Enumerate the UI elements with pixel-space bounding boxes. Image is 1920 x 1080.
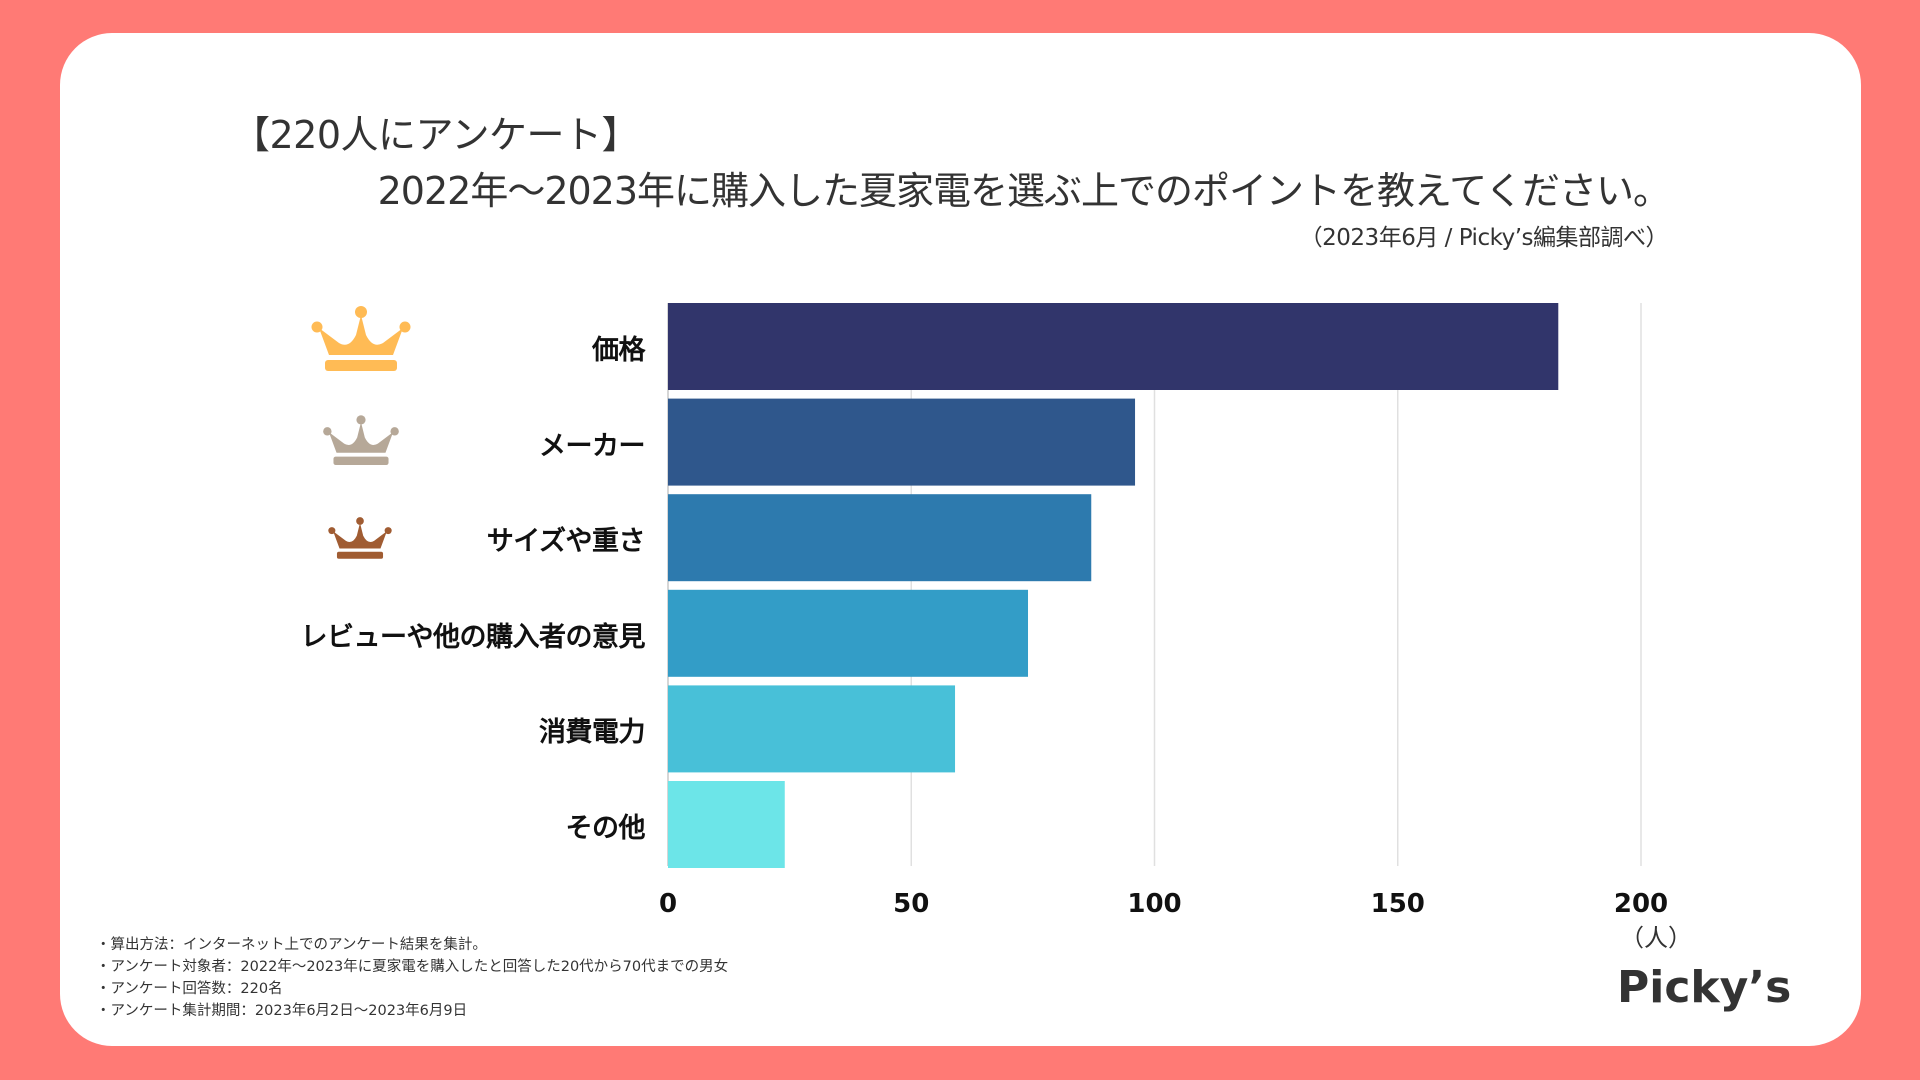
x-tick-label: 100 [1127,889,1181,919]
x-tick-label: 0 [659,889,677,919]
note-target: ・アンケート対象者：2022年～2023年に夏家電を購入したと回答した20代から… [96,959,729,975]
survey-notes: ・算出方法：インターネット上でのアンケート結果を集計。 ・アンケート対象者：20… [96,934,728,1022]
gold-crown-shape [319,315,403,355]
survey-title: 【220人にアンケート】 [232,113,640,157]
x-tick-label: 50 [893,889,929,919]
pickys-logo: Picky’s [1617,962,1792,1013]
bronze-crown-icon [328,517,392,559]
note-period: ・アンケート集計期間：2023年6月2日～2023年6月9日 [96,1003,468,1019]
bar [668,398,1136,486]
source-subtitle: （2023年6月 / Picky’s編集部調べ） [1299,225,1669,251]
category-label: レビューや他の購入者の意見 [300,622,646,653]
bar [668,303,1559,390]
category-label: サイズや重さ [486,526,646,557]
bar [668,781,785,868]
gold-crown-icon [311,306,411,371]
category-label: 価格 [592,335,646,366]
bar [668,685,956,773]
category-label: メーカー [539,431,646,462]
note-method: ・算出方法：インターネット上でのアンケート結果を集計。 [96,937,487,953]
note-count: ・アンケート回答数：220名 [96,981,283,997]
bar [668,494,1092,582]
category-label: 消費電力 [539,717,646,748]
bar [668,589,1029,677]
x-axis-unit-label: （人） [1620,924,1692,952]
question-title: 2022年～2023年に購入した夏家電を選ぶ上でのポイントを教えてください。 [377,169,1671,213]
category-label: その他 [565,813,646,844]
silver-crown-icon [323,415,399,465]
x-tick-label: 150 [1371,889,1425,919]
x-tick-label: 200 [1614,889,1668,919]
